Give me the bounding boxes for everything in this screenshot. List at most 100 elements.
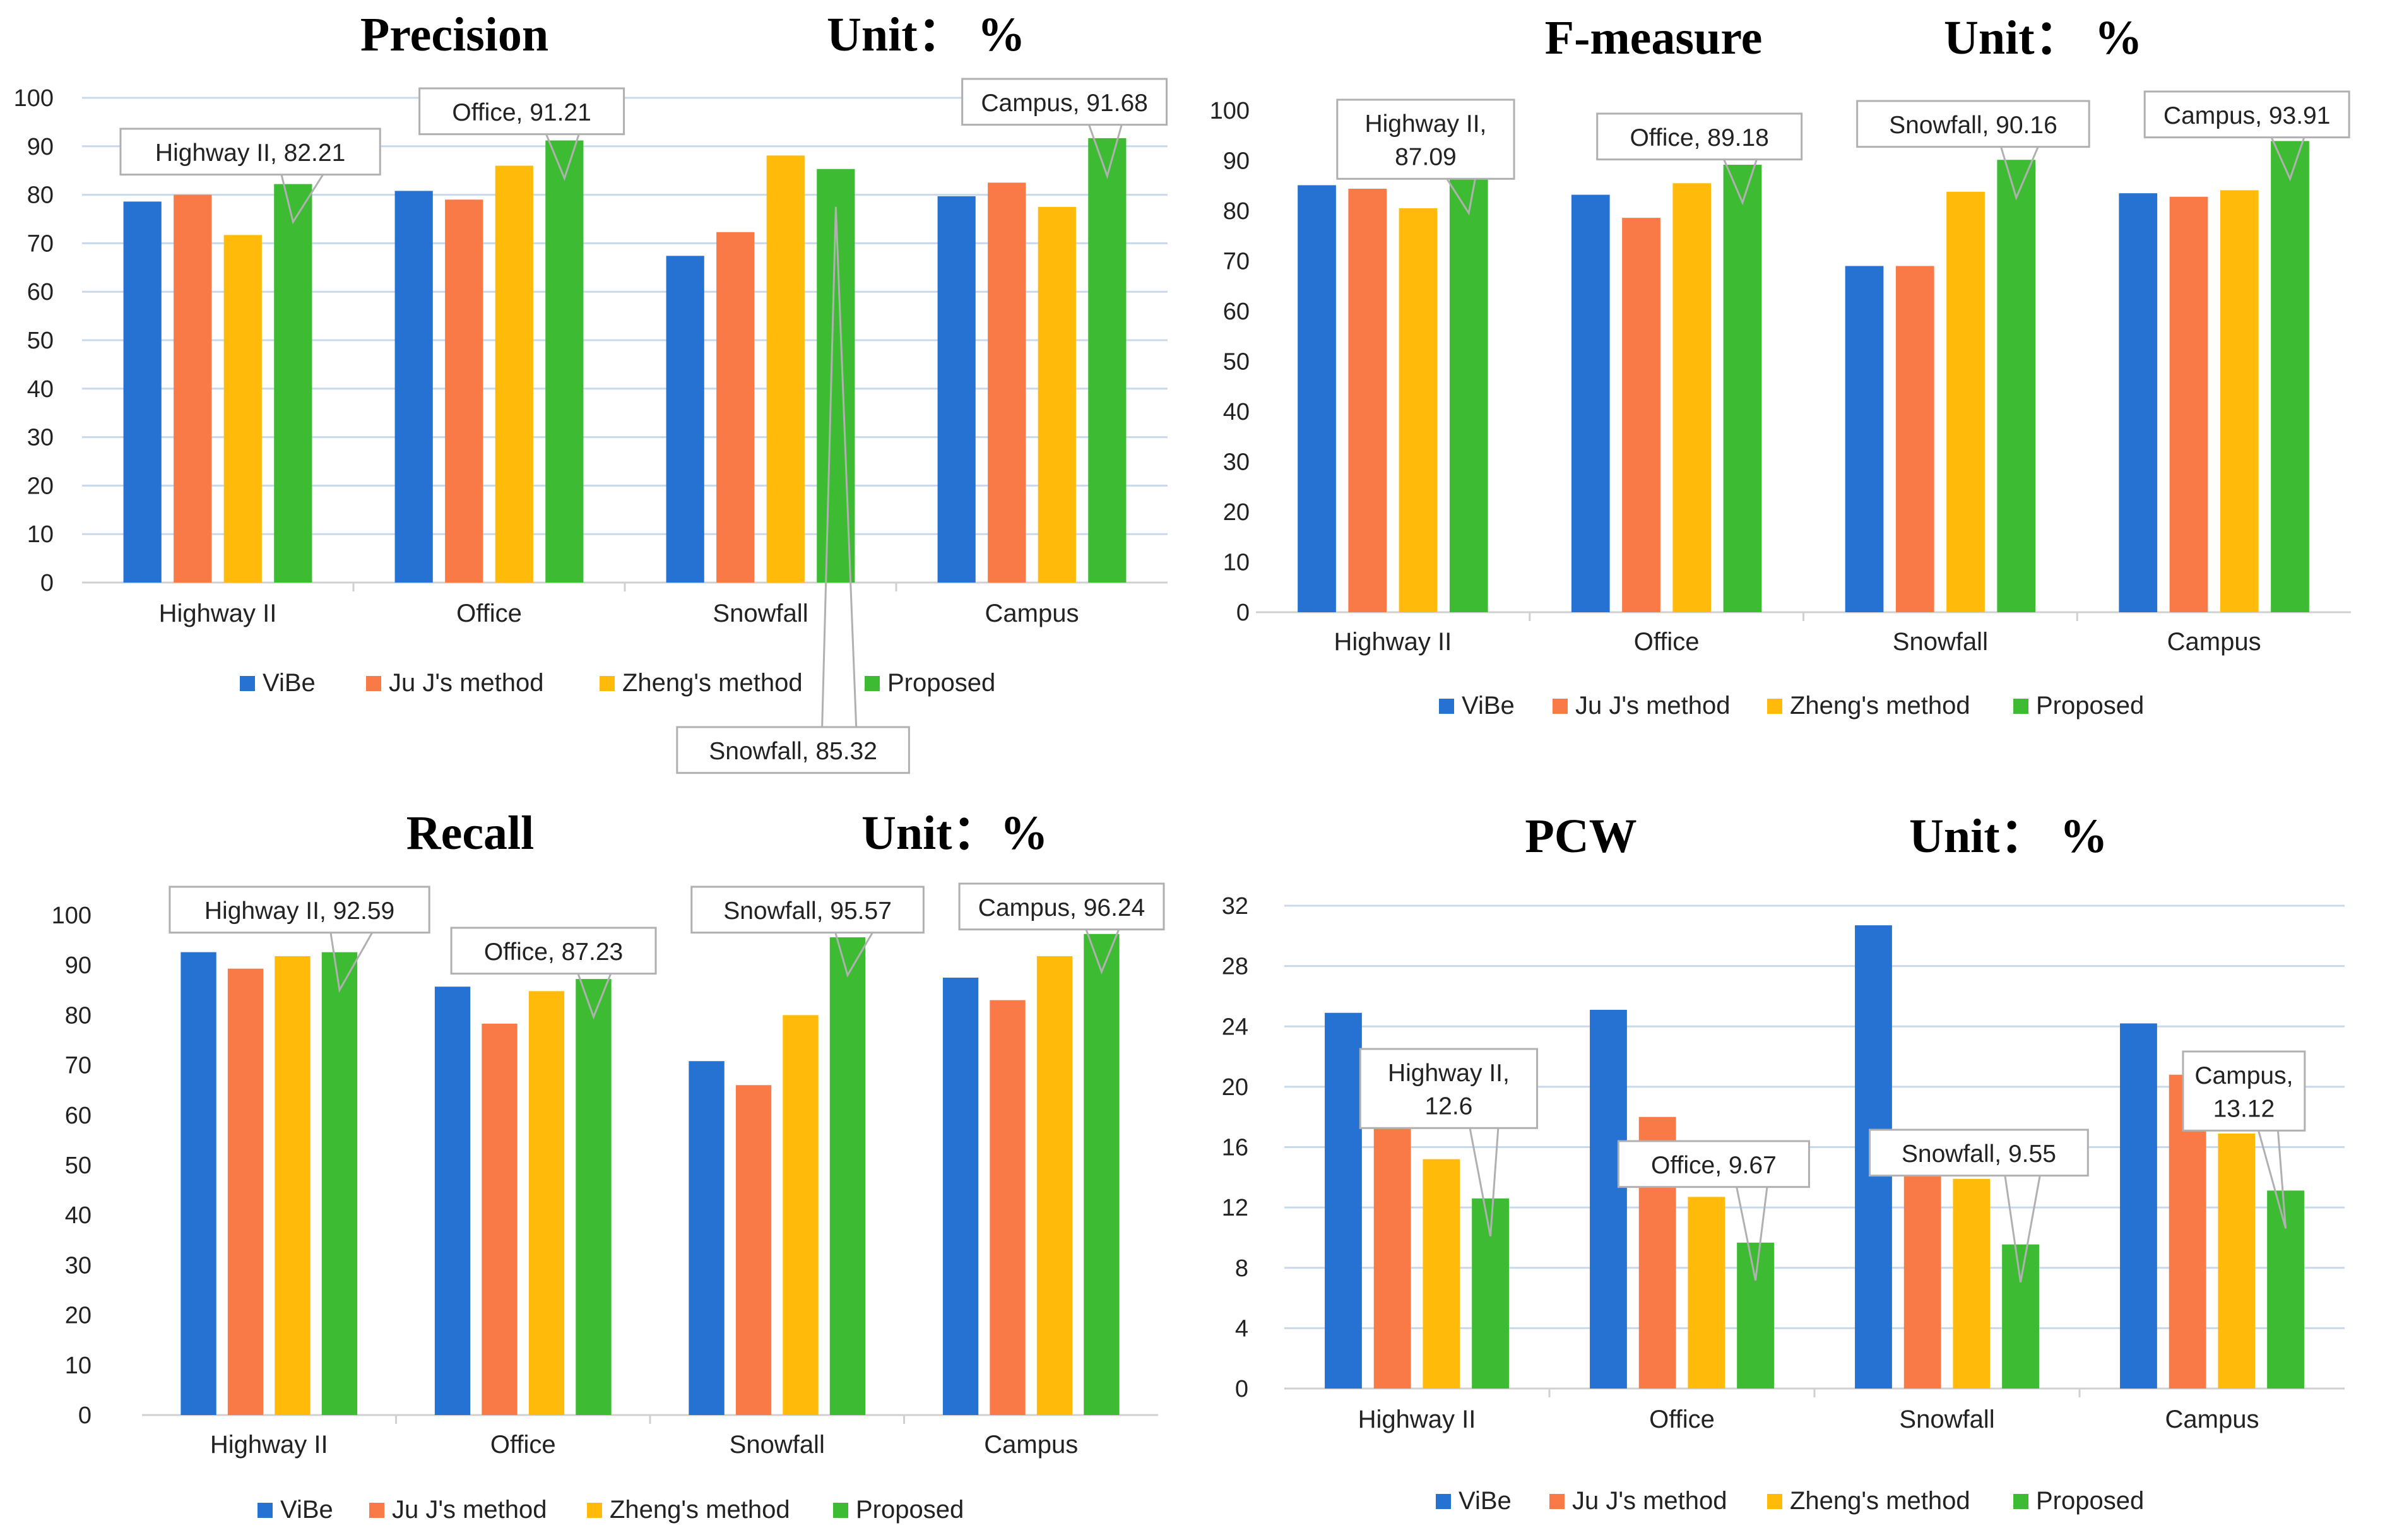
x-tick-label: Office [490, 1431, 556, 1459]
bar-zheng-s-method-snowfall [766, 155, 805, 583]
bar-ju-j-s-method-highway-ii [174, 194, 212, 583]
callout-label: Campus, 96.24 [978, 894, 1145, 921]
bar-proposed-office [576, 979, 612, 1415]
legend-label: Zheng's method [610, 1496, 790, 1524]
callout-pointer [2004, 1175, 2041, 1282]
data-callout: Highway II, 87.09 [1336, 98, 1515, 216]
legend-swatch [1553, 699, 1568, 714]
bar-zheng-s-method-campus [2218, 1133, 2256, 1389]
bar-zheng-s-method-campus [1038, 206, 1076, 583]
y-tick-label: 90 [1223, 148, 1250, 175]
data-callout: Snowfall, 95.57 [690, 886, 925, 978]
legend-label: Proposed [2036, 692, 2144, 720]
y-tick-label: 70 [1223, 249, 1250, 275]
callout-label: Snowfall, 90.16 [1889, 112, 2057, 139]
bar-proposed-office [1723, 165, 1762, 612]
callout-box [418, 87, 625, 136]
bar-vibe-highway-ii [1325, 1012, 1362, 1389]
y-tick-label: 30 [65, 1252, 92, 1279]
x-tick-label: Snowfall [713, 600, 808, 627]
y-tick-label: 90 [27, 134, 54, 160]
bar-ju-j-s-method-snowfall [1895, 266, 1934, 612]
bar-zheng-s-method-office [1688, 1197, 1725, 1389]
y-tick-label: 80 [27, 182, 54, 209]
y-tick-label: 16 [1222, 1135, 1248, 1161]
chart-unit-label: Unit： % [827, 8, 1026, 61]
y-tick-label: 0 [1235, 1376, 1248, 1402]
data-callout: Campus, 91.68 [961, 78, 1168, 179]
y-tick-label: 40 [27, 376, 54, 403]
bar-zheng-s-method-highway-ii [1423, 1159, 1460, 1389]
y-tick-label: 20 [65, 1303, 92, 1329]
data-callout: Highway II, 92.59 [169, 886, 430, 993]
bar-zheng-s-method-snowfall [1946, 191, 1985, 612]
bar-vibe-office [1571, 194, 1610, 612]
legend-swatch [833, 1503, 848, 1518]
callout-label: 13.12 [2213, 1096, 2275, 1123]
y-tick-label: 4 [1235, 1315, 1248, 1342]
bar-proposed-office [545, 140, 584, 583]
y-tick-label: 20 [1223, 499, 1250, 526]
callout-pointer [577, 973, 612, 1020]
chart-unit-label: Unit：% [861, 807, 1048, 860]
callout-box [1336, 98, 1515, 180]
callout-box [119, 127, 381, 176]
callout-box [2143, 90, 2350, 139]
callout-pointer [1723, 159, 1758, 206]
bar-proposed-office [1737, 1242, 1774, 1389]
y-tick-label: 0 [78, 1402, 92, 1429]
bar-ju-j-s-method-snowfall [1903, 1148, 1941, 1389]
bar-zheng-s-method-snowfall [783, 1015, 819, 1415]
y-tick-label: 80 [65, 1002, 92, 1029]
y-tick-label: 90 [65, 952, 92, 979]
y-tick-label: 30 [1223, 449, 1250, 476]
x-tick-label: Office [1649, 1406, 1715, 1433]
x-tick-label: Highway II [210, 1431, 328, 1459]
callout-pointer [1736, 1187, 1768, 1281]
legend: ViBe Ju J's method Zheng's method Proposed [240, 669, 995, 697]
bar-zheng-s-method-office [495, 165, 533, 583]
x-tick-label: Snowfall [730, 1431, 825, 1459]
chart-title: Recall [406, 807, 535, 860]
callout-label: Snowfall, 85.32 [709, 738, 877, 765]
y-tick-label: 100 [1210, 98, 1250, 124]
callout-box [1617, 1140, 1810, 1188]
y-tick-label: 60 [65, 1103, 92, 1129]
chart-f-measure: F-measure Unit： % 0 10 20 30 40 50 60 70 80 90 100 Hi… [1210, 11, 2351, 720]
callout-label: Campus, 91.68 [981, 90, 1148, 117]
data-callout: Highway II, 82.21 [119, 127, 381, 225]
bar-proposed-campus [1084, 933, 1120, 1415]
bar-vibe-office [394, 191, 433, 583]
chart-pcw: PCW Unit： % 0 4 8 12 16 20 24 28 32 Highway II Offic… [1222, 810, 2345, 1515]
bar-proposed-campus [1088, 138, 1127, 583]
bar-ju-j-s-method-office [1622, 218, 1660, 612]
legend-label: Zheng's method [1790, 692, 1970, 720]
callout-pointer [280, 174, 324, 225]
legend-label: Zheng's method [622, 669, 803, 697]
legend-label: Proposed [856, 1496, 964, 1524]
x-tick-label: Snowfall [1893, 628, 1988, 656]
legend-swatch [2013, 1494, 2028, 1509]
callout-label: 87.09 [1395, 144, 1457, 171]
callout-box [1869, 1128, 2089, 1177]
x-tick-label: Campus [984, 1431, 1078, 1459]
bar-vibe-office [1590, 1009, 1627, 1389]
data-callout: Snowfall, 85.32 [676, 206, 910, 774]
y-tick-label: 8 [1235, 1255, 1248, 1282]
callout-box [2182, 1050, 2306, 1132]
callout-label: Office, 89.18 [1630, 124, 1768, 151]
callout-box [690, 886, 925, 934]
legend-swatch [865, 676, 880, 691]
bar-zheng-s-method-highway-ii [223, 235, 262, 583]
legend-swatch [369, 1503, 384, 1518]
bar-proposed-highway-ii [321, 952, 358, 1415]
bar-proposed-highway-ii [274, 184, 312, 583]
callout-label: Campus, [2194, 1062, 2293, 1089]
legend: ViBe Ju J's method Zheng's method Proposed [1436, 1487, 2144, 1515]
bar-vibe-highway-ii [123, 201, 162, 583]
bar-vibe-snowfall [666, 256, 704, 583]
legend-label: ViBe [280, 1496, 333, 1524]
y-tick-label: 10 [27, 521, 54, 548]
legend-label: ViBe [1459, 1487, 1512, 1515]
